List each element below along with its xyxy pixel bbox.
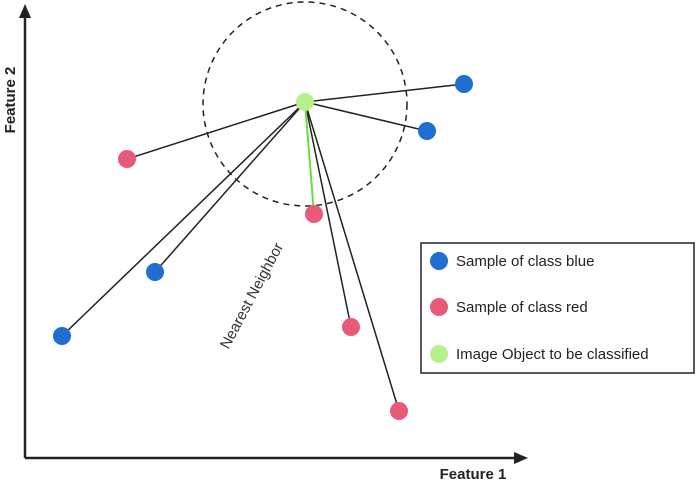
legend-query-label: Image Object to be classified xyxy=(456,346,649,363)
legend: Sample of class blue Sample of class red… xyxy=(420,242,695,374)
sample-points xyxy=(53,75,473,420)
legend-red-marker xyxy=(430,298,448,316)
line-to-red-3 xyxy=(304,101,352,328)
line-to-red-1 xyxy=(126,101,306,160)
line-to-red-4 xyxy=(304,101,400,412)
query-object-point xyxy=(296,93,314,111)
legend-blue-marker xyxy=(430,252,448,270)
nearest-neighbor-line xyxy=(304,101,315,215)
line-to-blue-2 xyxy=(304,101,428,132)
red-sample-point xyxy=(342,318,360,336)
blue-sample-point xyxy=(53,327,71,345)
red-sample-point xyxy=(305,205,323,223)
line-to-blue-3 xyxy=(154,101,306,273)
neighborhood-circle xyxy=(202,1,408,207)
legend-red-label: Sample of class red xyxy=(456,299,588,316)
line-to-blue-1 xyxy=(304,83,465,103)
legend-box xyxy=(420,242,695,374)
y-axis-arrow xyxy=(19,4,31,18)
line-to-blue-4 xyxy=(61,101,306,337)
red-sample-point xyxy=(390,402,408,420)
legend-query-marker xyxy=(430,345,448,363)
red-sample-point xyxy=(118,150,136,168)
y-axis-label: Feature 2 xyxy=(2,67,19,134)
distance-lines xyxy=(61,83,465,412)
blue-sample-point xyxy=(146,263,164,281)
blue-sample-point xyxy=(418,122,436,140)
legend-blue-label: Sample of class blue xyxy=(456,253,594,270)
x-axis-label: Feature 1 xyxy=(440,466,507,482)
nearest-neighbor-label: Nearest Neighbor xyxy=(217,240,287,352)
blue-sample-point xyxy=(455,75,473,93)
x-axis-arrow xyxy=(514,452,528,464)
